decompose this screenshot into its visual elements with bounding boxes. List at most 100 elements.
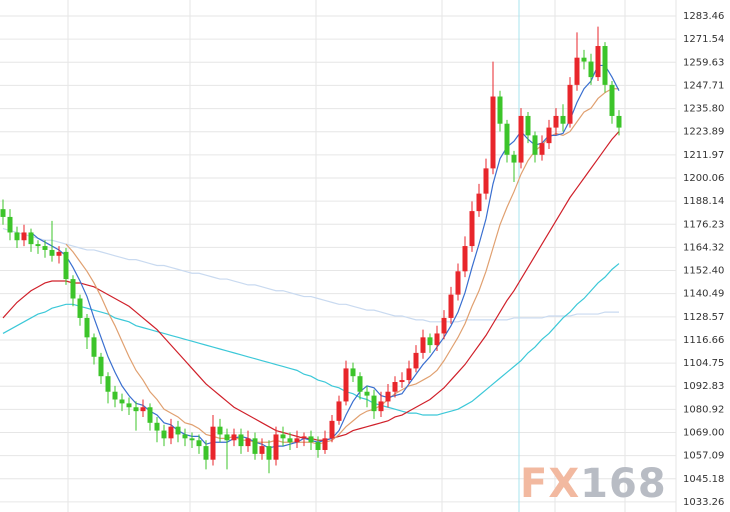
candle-body bbox=[350, 368, 356, 377]
moving-average-line bbox=[2, 263, 620, 416]
candle-body bbox=[469, 211, 475, 247]
y-tick-label: 1247.71 bbox=[683, 80, 724, 91]
y-tick-label: 1164.32 bbox=[683, 242, 724, 253]
y-tick-label: 1283.46 bbox=[683, 11, 724, 22]
candle-body bbox=[532, 135, 538, 155]
candle-body bbox=[539, 143, 545, 155]
candle-body bbox=[546, 127, 552, 144]
candle-body bbox=[98, 356, 104, 377]
candle-body bbox=[511, 154, 517, 163]
y-tick-label: 1235.80 bbox=[683, 104, 724, 115]
candle-body bbox=[91, 337, 97, 357]
candle-body bbox=[483, 168, 489, 194]
y-tick-label: 1259.63 bbox=[683, 57, 724, 68]
y-tick-label: 1271.54 bbox=[683, 34, 724, 45]
y-tick-label: 1057.09 bbox=[683, 451, 724, 462]
y-tick-label: 1152.40 bbox=[683, 266, 724, 277]
y-tick-label: 1080.92 bbox=[683, 404, 724, 415]
plot bbox=[0, 26, 622, 474]
candle-body bbox=[273, 434, 279, 460]
candle-body bbox=[105, 376, 111, 392]
candle-body bbox=[189, 438, 195, 441]
candle-body bbox=[595, 46, 601, 78]
candle-body bbox=[7, 216, 13, 233]
candle-body bbox=[518, 115, 524, 163]
candle-body bbox=[455, 271, 461, 295]
candle-body bbox=[147, 407, 153, 423]
candle-body bbox=[196, 440, 202, 447]
candle-body bbox=[238, 434, 244, 447]
candle-body bbox=[574, 57, 580, 85]
candle-body bbox=[413, 352, 419, 369]
candle-body bbox=[84, 317, 90, 338]
candle-body bbox=[119, 399, 125, 404]
candle-body bbox=[392, 382, 398, 392]
candle-body bbox=[63, 251, 69, 280]
y-tick-label: 1200.06 bbox=[683, 173, 724, 184]
candle-body bbox=[161, 430, 167, 439]
candle-body bbox=[70, 279, 76, 299]
candle-body bbox=[203, 446, 209, 460]
candle-body bbox=[371, 395, 377, 412]
moving-average-line bbox=[65, 88, 619, 445]
candle-body bbox=[154, 422, 160, 431]
candle-body bbox=[462, 246, 468, 272]
candle-body bbox=[336, 401, 342, 421]
candle-body bbox=[266, 446, 272, 460]
candle-body bbox=[77, 298, 83, 318]
candle-body bbox=[567, 84, 573, 124]
candle-body bbox=[42, 246, 48, 250]
candle-body bbox=[406, 368, 412, 381]
y-tick-label: 1116.66 bbox=[683, 335, 724, 346]
candle-body bbox=[0, 209, 6, 217]
candle-body bbox=[35, 244, 41, 247]
watermark: FX168 bbox=[520, 461, 667, 507]
candle-body bbox=[112, 391, 118, 400]
candle-body bbox=[553, 115, 559, 128]
candle-body bbox=[441, 317, 447, 334]
candle-body bbox=[133, 407, 139, 412]
candle-body bbox=[182, 434, 188, 439]
candle-body bbox=[56, 251, 62, 256]
candle-body bbox=[504, 123, 510, 155]
y-tick-label: 1223.89 bbox=[683, 127, 724, 138]
y-tick-label: 1128.57 bbox=[683, 312, 724, 323]
candle-body bbox=[140, 407, 146, 412]
candle-body bbox=[301, 436, 307, 439]
candle-body bbox=[588, 61, 594, 78]
candle-body bbox=[490, 96, 496, 169]
candle-body bbox=[602, 46, 608, 85]
candle-body bbox=[315, 442, 321, 450]
candle-body bbox=[420, 337, 426, 353]
candle-body bbox=[609, 84, 615, 116]
candle-body bbox=[126, 403, 132, 408]
candle-body bbox=[294, 438, 300, 443]
candle-body bbox=[287, 438, 293, 443]
candle-body bbox=[378, 401, 384, 412]
y-tick-label: 1033.26 bbox=[683, 497, 724, 508]
candle-body bbox=[28, 232, 34, 245]
candle-body bbox=[175, 426, 181, 435]
candle-body bbox=[399, 380, 405, 383]
candle-body bbox=[308, 436, 314, 443]
candle-body bbox=[14, 232, 20, 241]
candle-body bbox=[343, 368, 349, 402]
candle-body bbox=[280, 434, 286, 439]
candle-body bbox=[476, 193, 482, 212]
y-tick-label: 1211.97 bbox=[683, 150, 724, 161]
candle-body bbox=[210, 426, 216, 460]
candle-body bbox=[231, 434, 237, 441]
candle-body bbox=[21, 232, 27, 241]
y-tick-label: 1045.18 bbox=[683, 474, 724, 485]
candle-body bbox=[385, 391, 391, 402]
candle-body bbox=[49, 249, 55, 256]
candle-body bbox=[357, 376, 363, 392]
candle-body bbox=[448, 294, 454, 318]
candle-body bbox=[616, 115, 622, 128]
y-tick-label: 1092.83 bbox=[683, 381, 724, 392]
y-tick-label: 1176.23 bbox=[683, 219, 724, 230]
candle-body bbox=[245, 438, 251, 447]
